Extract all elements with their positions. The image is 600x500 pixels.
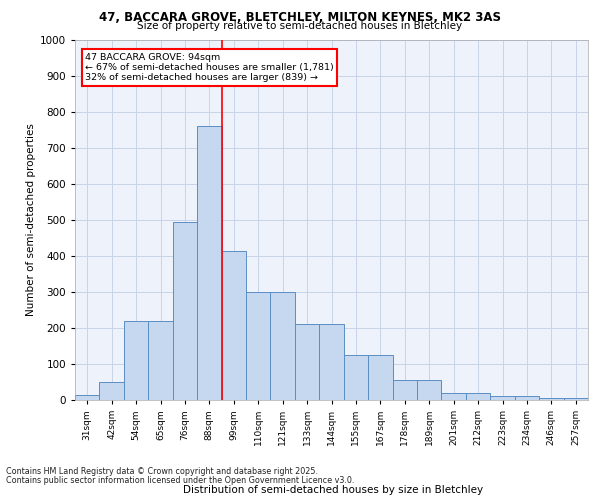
- Bar: [417, 380, 442, 400]
- Bar: [124, 321, 148, 400]
- Bar: [563, 398, 588, 400]
- Bar: [539, 398, 563, 400]
- Bar: [271, 292, 295, 400]
- Text: Contains public sector information licensed under the Open Government Licence v3: Contains public sector information licen…: [6, 476, 355, 485]
- Text: 47 BACCARA GROVE: 94sqm
← 67% of semi-detached houses are smaller (1,781)
32% of: 47 BACCARA GROVE: 94sqm ← 67% of semi-de…: [85, 52, 334, 82]
- Text: 47, BACCARA GROVE, BLETCHLEY, MILTON KEYNES, MK2 3AS: 47, BACCARA GROVE, BLETCHLEY, MILTON KEY…: [99, 11, 501, 24]
- Bar: [442, 393, 466, 400]
- Bar: [319, 324, 344, 400]
- Bar: [197, 126, 221, 400]
- Bar: [100, 382, 124, 400]
- Bar: [148, 321, 173, 400]
- Text: Size of property relative to semi-detached houses in Bletchley: Size of property relative to semi-detach…: [137, 21, 463, 31]
- Bar: [392, 380, 417, 400]
- Bar: [75, 394, 100, 400]
- Bar: [221, 250, 246, 400]
- Bar: [246, 292, 271, 400]
- Bar: [490, 396, 515, 400]
- Bar: [466, 393, 490, 400]
- Bar: [515, 396, 539, 400]
- Text: Contains HM Land Registry data © Crown copyright and database right 2025.: Contains HM Land Registry data © Crown c…: [6, 468, 318, 476]
- Y-axis label: Number of semi-detached properties: Number of semi-detached properties: [26, 124, 35, 316]
- Bar: [295, 324, 319, 400]
- Bar: [344, 355, 368, 400]
- Bar: [368, 355, 392, 400]
- Bar: [173, 222, 197, 400]
- Text: Distribution of semi-detached houses by size in Bletchley: Distribution of semi-detached houses by …: [183, 485, 483, 495]
